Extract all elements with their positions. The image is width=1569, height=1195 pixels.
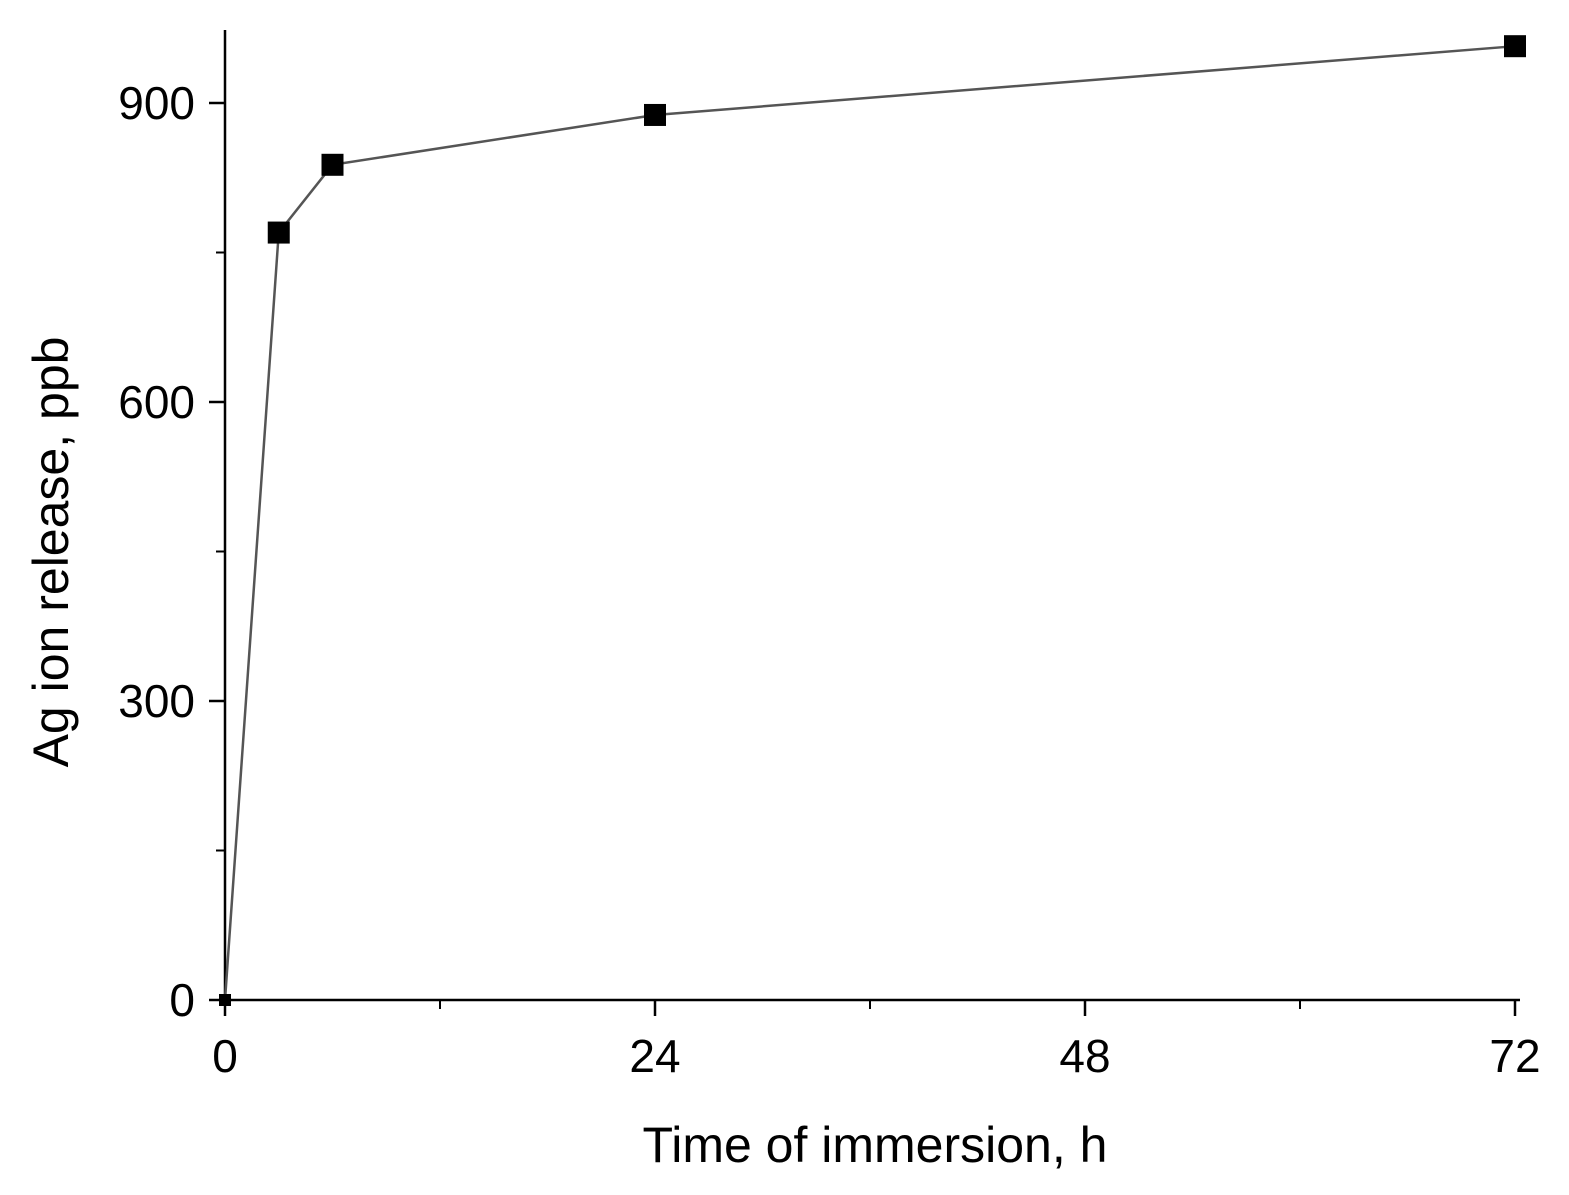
y-axis-title: Ag ion release, ppb: [23, 337, 79, 768]
data-point: [219, 994, 231, 1006]
y-tick-label: 900: [118, 77, 195, 129]
axis-tick-labels: 0 24 48 72 0 300 600 900: [118, 77, 1540, 1082]
axis-ticks: [209, 101, 1517, 1016]
x-tick-label: 48: [1059, 1030, 1110, 1082]
data-point: [1504, 35, 1526, 58]
x-tick-label: 0: [212, 1030, 238, 1082]
data-point: [267, 221, 290, 244]
y-tick-label: 300: [118, 675, 195, 727]
y-tick-label: 0: [169, 974, 195, 1026]
series-line: [223, 44, 1516, 1001]
chart-axes: [223, 30, 1520, 1002]
x-axis-title: Time of immersion, h: [643, 1117, 1108, 1173]
x-tick-label: 24: [629, 1030, 680, 1082]
y-tick-label: 600: [118, 376, 195, 428]
data-point: [644, 103, 666, 126]
data-point: [321, 153, 344, 176]
data-series: [219, 35, 1526, 1006]
x-tick-label: 72: [1489, 1030, 1540, 1082]
